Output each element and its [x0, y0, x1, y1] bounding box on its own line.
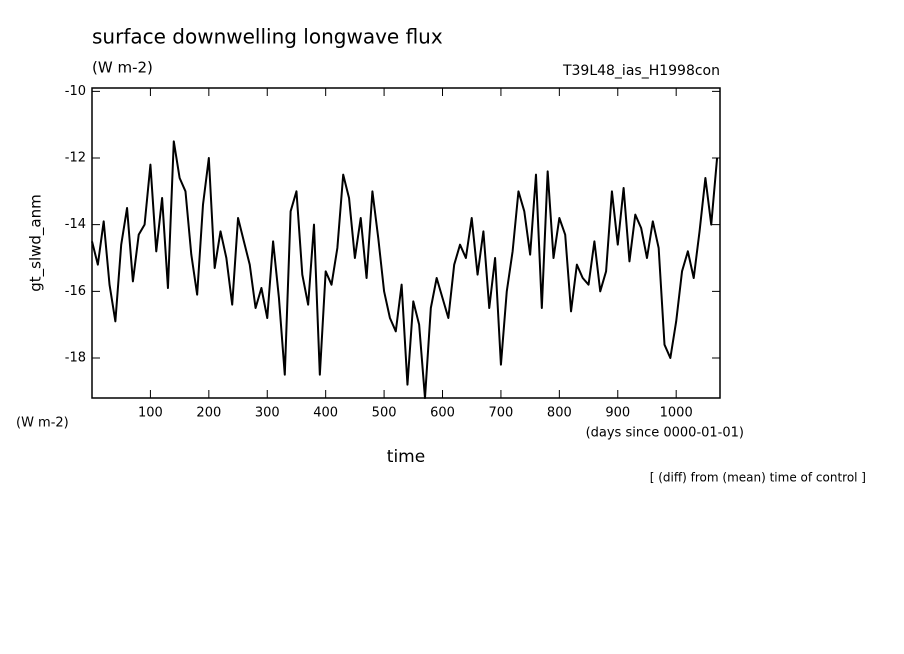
x-tick-label: 300 — [255, 406, 280, 421]
x-tick-label: 700 — [489, 406, 514, 421]
x-tick-label: 600 — [430, 406, 455, 421]
x-tick-label: 100 — [138, 406, 163, 421]
y-label: gt_slwd_anm — [27, 194, 46, 292]
x-label: time — [387, 447, 425, 467]
x-tick-label: 900 — [605, 406, 630, 421]
line-series — [91, 140, 719, 399]
y-tick-label: -12 — [65, 151, 86, 166]
x-units: (days since 0000-01-01) — [586, 426, 744, 441]
x-tick-label: 500 — [372, 406, 397, 421]
chart-title: surface downwelling longwave flux — [92, 25, 443, 49]
x-tick-label: 1000 — [660, 406, 693, 421]
y-tick-label: -16 — [65, 284, 86, 299]
run-name: T39L48_ias_H1998con — [562, 63, 720, 79]
x-tick-label: 200 — [196, 406, 221, 421]
footer: [ (diff) from (mean) time of control ] — [650, 471, 866, 485]
y-tick-label: -10 — [65, 84, 86, 99]
y-units: (W m-2) — [16, 416, 69, 431]
y-tick-label: -14 — [65, 217, 86, 232]
y-tick-label: -18 — [65, 351, 86, 366]
x-tick-label: 800 — [547, 406, 572, 421]
x-tick-label: 400 — [313, 406, 338, 421]
units: (W m-2) — [92, 59, 153, 77]
